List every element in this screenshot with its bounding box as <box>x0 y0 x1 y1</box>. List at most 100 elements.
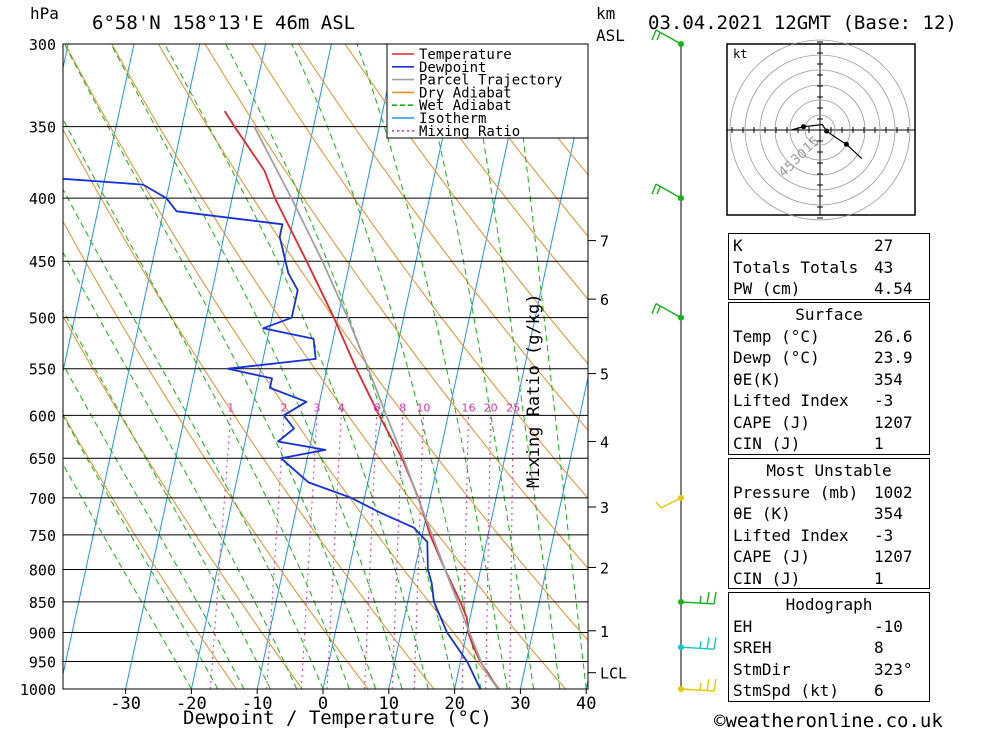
isotherm-line <box>125 44 267 689</box>
wind-barb <box>680 591 717 605</box>
pressure-tick-label: 500 <box>29 310 56 328</box>
index-key: EH <box>733 616 753 636</box>
index-key: CIN (J) <box>733 434 801 453</box>
datetime-title: 03.04.2021 12GMT (Base: 12) <box>648 12 957 34</box>
mixing-ratio-line <box>364 415 378 689</box>
index-row: SREH 8 <box>729 636 929 658</box>
legend-label: Dry Adiabat <box>419 85 512 101</box>
index-row: StmDir 323° <box>729 658 929 680</box>
index-value: 323° <box>874 659 913 679</box>
legend-frame <box>386 43 589 139</box>
index-key: Lifted Index <box>733 525 849 545</box>
hodograph-point <box>843 141 849 147</box>
dry-adiabat-line <box>297 44 588 431</box>
barb-staff <box>680 646 715 650</box>
index-value: 23.9 <box>874 348 913 367</box>
axis-ticks: 1 2 3 4 6 8 10 16 20 2530035040045050055060065070… <box>20 36 627 714</box>
index-row: Lifted Index -3 <box>729 389 929 411</box>
hodograph-ring <box>729 39 911 221</box>
isotherm-line <box>322 44 464 689</box>
index-row: CIN (J) 1 <box>729 567 929 589</box>
pressure-tick-label: 450 <box>29 253 56 271</box>
mixing-ratio-line <box>209 415 232 689</box>
wet-adiabat-line <box>63 251 298 689</box>
isotherm-line <box>454 72 588 689</box>
barb-staff <box>655 29 682 45</box>
x-tick-label: 10 <box>379 694 399 714</box>
index-row: EH -10 <box>729 615 929 637</box>
mixing-ratio-label: 20 <box>484 401 498 414</box>
index-key: Dewp (°C) <box>733 348 820 367</box>
mixing-ratio-line <box>300 415 318 689</box>
hodograph-ring <box>744 54 896 206</box>
hodograph-unit-label: kt <box>733 47 747 61</box>
surface-title: Surface <box>795 305 863 324</box>
index-value: 4.54 <box>874 279 913 298</box>
x-tick-label: -30 <box>110 694 141 714</box>
x-axis-title: Dewpoint / Temperature (°C) <box>183 707 492 729</box>
index-key: Temp (°C) <box>733 326 820 346</box>
barb-feather <box>713 637 717 650</box>
barb-feather <box>656 306 661 314</box>
x-tick-label: -10 <box>242 694 273 714</box>
mixing-ratio-label: 8 <box>399 401 406 414</box>
chart-lines <box>63 44 588 689</box>
pressure-tick-label: 800 <box>29 561 56 579</box>
index-value: 8 <box>874 638 884 657</box>
wet-adiabat-line <box>291 44 482 689</box>
height-tick-label: 1 <box>600 623 609 641</box>
wind-barb <box>680 637 717 650</box>
dry-adiabat-line <box>204 44 588 570</box>
x-tick-label: 30 <box>510 694 530 714</box>
pressure-tick-label: 950 <box>29 654 56 672</box>
pressure-tick-label: 700 <box>29 490 56 508</box>
surface-panel: Surface Temp (°C) 26.6 Dewp (°C) 23.9 θE(K) 3… <box>728 302 930 455</box>
wet-adiabat-line <box>63 118 350 689</box>
index-key: Lifted Index <box>733 391 849 410</box>
mixing-ratio-label: 1 <box>227 401 234 414</box>
dry-adiabat-line <box>437 44 588 238</box>
barb-feather <box>656 32 661 41</box>
legend-label: Wet Adiabat <box>419 98 512 114</box>
barb-feather <box>651 303 657 314</box>
barb-feather <box>713 678 717 692</box>
index-key: θE (K) <box>733 504 791 523</box>
index-row: Pressure (mb) 1002 <box>729 481 929 503</box>
index-row: θE (K) 354 <box>729 502 929 524</box>
pressure-tick-label: 400 <box>29 190 56 208</box>
wet-adiabat-line <box>511 44 587 689</box>
hpa-unit-label: hPa <box>30 4 59 23</box>
index-row: K 27 <box>729 234 929 256</box>
index-value: 1 <box>874 434 884 453</box>
wet-adiabat-line <box>64 44 377 689</box>
wind-barb <box>655 497 682 509</box>
most-unstable-title: Most Unstable <box>766 461 892 480</box>
index-value: 1207 <box>874 547 913 566</box>
index-value: 43 <box>874 257 894 277</box>
general-indices-panel: K 27 Totals Totals 43 PW (cm) 4.54 <box>728 233 930 300</box>
index-value: 354 <box>874 369 903 389</box>
barb-feather <box>706 637 710 650</box>
index-row: StmSpd (kt) 6 <box>729 679 929 701</box>
hodograph-ring <box>789 99 851 161</box>
isotherm-line <box>63 44 201 677</box>
wind-barb-column <box>651 29 717 692</box>
index-key: θE(K) <box>733 369 782 389</box>
pressure-tick-label: 650 <box>29 450 56 468</box>
pressure-tick-label: 350 <box>29 119 56 137</box>
mixing-ratio-label: 6 <box>373 401 380 414</box>
mixing-ratio-label: 4 <box>338 401 345 414</box>
parcel-trajectory-series-line <box>253 126 499 689</box>
barb-staff <box>655 303 682 319</box>
mixing-ratio-line <box>509 415 514 689</box>
wind-barb <box>651 303 682 319</box>
wet-adiabat-line <box>225 44 456 689</box>
index-row: Dewp (°C) 23.9 <box>729 346 929 368</box>
index-row: CAPE (J) 1207 <box>729 411 929 433</box>
height-tick-label: 7 <box>600 233 609 251</box>
index-value: 354 <box>874 504 903 523</box>
mixing-ratio-label: 2 <box>280 401 287 414</box>
index-row: CAPE (J) 1207 <box>729 545 929 567</box>
isotherm-line <box>63 44 135 374</box>
